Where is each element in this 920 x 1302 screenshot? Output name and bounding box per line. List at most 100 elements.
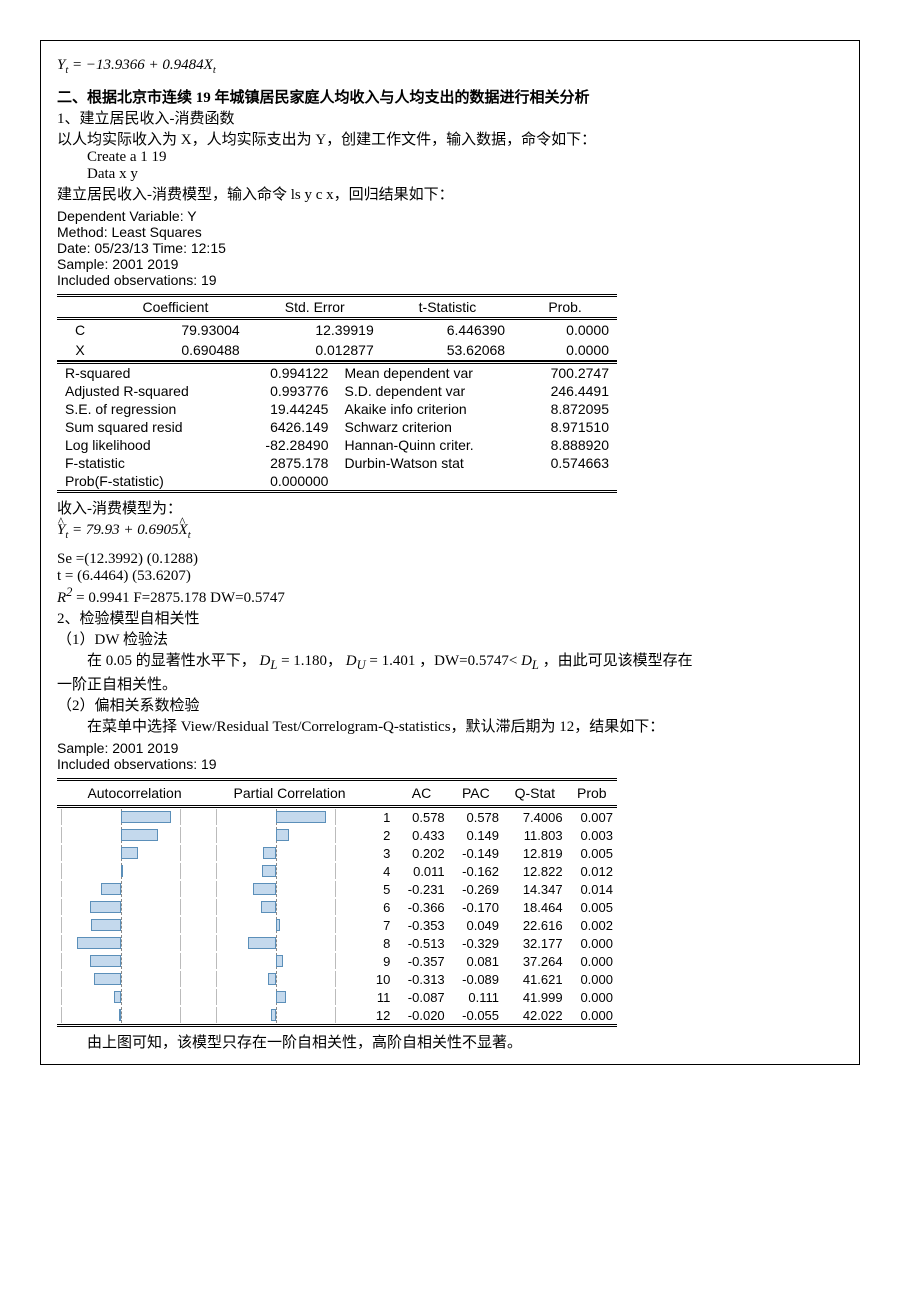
stats-right-label: Mean dependent var: [336, 363, 521, 383]
t-line: t = (6.4464) (53.6207): [57, 568, 843, 585]
stats-right-label: Schwarz criterion: [336, 418, 521, 436]
cg-prob: 0.003: [567, 826, 617, 844]
cg-pac-value: -0.170: [449, 898, 503, 916]
cg-qstat: 11.803: [503, 826, 567, 844]
cg-ac-value: -0.231: [394, 880, 448, 898]
coef-col-p: Prob.: [513, 296, 617, 319]
cg-ac-value: -0.353: [394, 916, 448, 934]
correlogram-row: 7-0.3530.04922.6160.002: [57, 916, 617, 934]
cg-pac-value: -0.162: [449, 862, 503, 880]
sec2-line2: 以人均实际收入为 X，人均实际支出为 Y，创建工作文件，输入数据，命令如下：: [57, 128, 843, 149]
coef-r1-t: 6.446390: [382, 319, 513, 341]
regression-header: Dependent Variable: Y Method: Least Squa…: [57, 208, 843, 288]
cg-lag: 5: [367, 880, 394, 898]
cg-prob: 0.012: [567, 862, 617, 880]
stats-left-label: Adjusted R-squared: [57, 382, 236, 400]
reg-h4: Sample: 2001 2019: [57, 256, 843, 272]
correlogram-bar: [216, 971, 336, 987]
correlogram-row: 11-0.0870.11141.9990.000: [57, 988, 617, 1006]
correlogram-bar: [61, 953, 181, 969]
cg-col-pac: Partial Correlation: [212, 780, 367, 807]
correlogram-row: 10-0.313-0.08941.6210.000: [57, 970, 617, 988]
stats-right-label: [336, 472, 521, 492]
correlogram-bar: [216, 917, 336, 933]
cg-lag: 12: [367, 1006, 394, 1026]
cg-h1: Sample: 2001 2019: [57, 740, 843, 756]
cg-pac-value: -0.055: [449, 1006, 503, 1026]
cg-ac-value: -0.366: [394, 898, 448, 916]
cg-ac-value: -0.357: [394, 952, 448, 970]
coef-col-se: Std. Error: [248, 296, 382, 319]
se-line: Se =(12.3992) (0.1288): [57, 551, 843, 568]
correlogram-row: 9-0.3570.08137.2640.000: [57, 952, 617, 970]
stats-left-value: 0.994122: [236, 363, 337, 383]
equation-yt: Yt = −13.9366 + 0.9484Xt: [57, 57, 843, 76]
stats-table: R-squared0.994122Mean dependent var700.2…: [57, 361, 617, 493]
cg-qstat: 14.347: [503, 880, 567, 898]
stats-right-value: 8.888920: [522, 436, 617, 454]
correlogram-row: 20.4330.14911.8030.003: [57, 826, 617, 844]
reg-h3: Date: 05/23/13 Time: 12:15: [57, 240, 843, 256]
cg-prob: 0.005: [567, 898, 617, 916]
cg-ac-value: 0.433: [394, 826, 448, 844]
stats-right-label: S.D. dependent var: [336, 382, 521, 400]
cg-qstat: 32.177: [503, 934, 567, 952]
ac-line1: 2、检验模型自相关性: [57, 607, 843, 628]
coef-r2-coef: 0.690488: [103, 340, 248, 361]
stats-left-label: Log likelihood: [57, 436, 236, 454]
cg-lag: 6: [367, 898, 394, 916]
cg-ac-value: 0.011: [394, 862, 448, 880]
cg-qstat: 41.621: [503, 970, 567, 988]
cmd-create: Create a 1 19: [87, 149, 843, 166]
correlogram-row: 10.5780.5787.40060.007: [57, 807, 617, 827]
conclusion-line: 由上图可知，该模型只存在一阶自相关性，高阶自相关性不显著。: [87, 1031, 843, 1052]
correlogram-bar: [216, 935, 336, 951]
correlogram-row: 8-0.513-0.32932.1770.000: [57, 934, 617, 952]
cg-lag: 7: [367, 916, 394, 934]
coef-r1-se: 12.39919: [248, 319, 382, 341]
correlogram-bar: [61, 935, 181, 951]
reg-h1: Dependent Variable: Y: [57, 208, 843, 224]
cg-prob: 0.000: [567, 952, 617, 970]
stats-right-value: [522, 472, 617, 492]
coef-table-wrap: Coefficient Std. Error t-Statistic Prob.…: [57, 294, 617, 493]
cg-lag: 1: [367, 807, 394, 827]
stats-right-label: Durbin-Watson stat: [336, 454, 521, 472]
cg-pac-value: -0.089: [449, 970, 503, 988]
cg-prob: 0.000: [567, 934, 617, 952]
ac-line3: 在 0.05 的显著性水平下， DL = 1.180， DU = 1.401 ，…: [87, 649, 843, 673]
correlogram-bar: [216, 899, 336, 915]
cg-col-lag: [367, 780, 394, 807]
cg-prob: 0.000: [567, 970, 617, 988]
correlogram-bar: [216, 953, 336, 969]
coef-col-blank: [57, 296, 103, 319]
coef-table: Coefficient Std. Error t-Statistic Prob.…: [57, 294, 617, 361]
cg-lag: 2: [367, 826, 394, 844]
stats-row: F-statistic2875.178Durbin-Watson stat0.5…: [57, 454, 617, 472]
correlogram-header: Sample: 2001 2019 Included observations:…: [57, 740, 843, 772]
model-equation: Yt = 79.93 + 0.6905Xt: [57, 522, 843, 541]
cg-pac-value: -0.269: [449, 880, 503, 898]
stats-right-label: Hannan-Quinn criter.: [336, 436, 521, 454]
cg-prob: 0.014: [567, 880, 617, 898]
ac-line4: 一阶正自相关性。: [57, 673, 843, 694]
stats-row: Log likelihood-82.28490Hannan-Quinn crit…: [57, 436, 617, 454]
sec2-line3: 建立居民收入-消费模型，输入命令 ls y c x，回归结果如下：: [57, 183, 843, 204]
cg-col-p: Prob: [567, 780, 617, 807]
cg-qstat: 12.822: [503, 862, 567, 880]
cg-pac-value: 0.149: [449, 826, 503, 844]
cg-pac-value: -0.329: [449, 934, 503, 952]
cg-prob: 0.005: [567, 844, 617, 862]
coef-r2-se: 0.012877: [248, 340, 382, 361]
section-2-heading: 二、根据北京市连续 19 年城镇居民家庭人均收入与人均支出的数据进行相关分析: [57, 86, 843, 107]
model-heading: 收入-消费模型为：: [57, 497, 843, 518]
stats-right-value: 8.971510: [522, 418, 617, 436]
correlogram-row: 30.202-0.14912.8190.005: [57, 844, 617, 862]
stats-right-value: 0.574663: [522, 454, 617, 472]
cg-qstat: 41.999: [503, 988, 567, 1006]
reg-h5: Included observations: 19: [57, 272, 843, 288]
correlogram-table: Autocorrelation Partial Correlation AC P…: [57, 778, 617, 1027]
stats-row: Sum squared resid6426.149Schwarz criteri…: [57, 418, 617, 436]
stats-left-value: 6426.149: [236, 418, 337, 436]
stats-left-value: 0.000000: [236, 472, 337, 492]
